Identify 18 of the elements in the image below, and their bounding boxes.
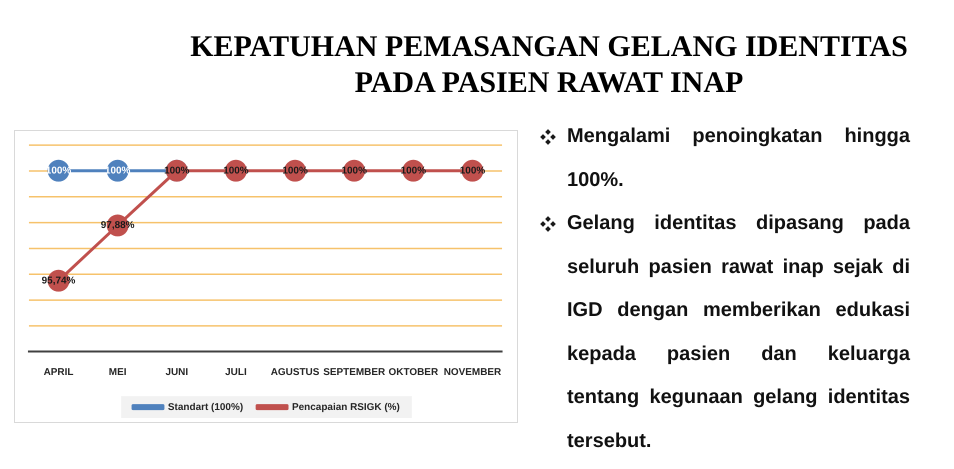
x-tick-label: JUNI — [165, 367, 188, 378]
x-tick-label: AGUSTUS — [270, 367, 320, 378]
chart-title: KEPATUHAN PEMASANGAN GELANG IDENTITAS PADA PASIEN RAWAT INAP — [189, 29, 909, 101]
x-tick-label: OKTOBER — [388, 367, 438, 378]
x-tick-label: MEI — [108, 367, 127, 378]
text: Mengalami penoingkatan hingga 100%. — [567, 124, 910, 192]
legend-label: Pencapaian RSIGK (%) — [292, 402, 400, 413]
data-label: 100% — [400, 165, 426, 176]
legend-label: Standart (100%) — [168, 402, 244, 413]
data-label: 100% — [223, 165, 249, 176]
x-tick-label: APRIL — [44, 367, 74, 378]
text: Gelang identitas dipasang pada seluruh pasien rawat inap sejak di IGD dengan memberikan edukasi kepada pasien dan keluarga tentang kegunaan gelang identitas tersebut. — [567, 211, 910, 454]
data-label: 100% — [46, 165, 72, 176]
x-tick-label: JULI — [225, 367, 247, 378]
x-tick-label: NOVEMBER — [444, 367, 502, 378]
data-label: 100% — [341, 165, 368, 176]
x-tick-label: SEPTEMBER — [323, 367, 386, 378]
data-label: 100% — [282, 165, 308, 176]
